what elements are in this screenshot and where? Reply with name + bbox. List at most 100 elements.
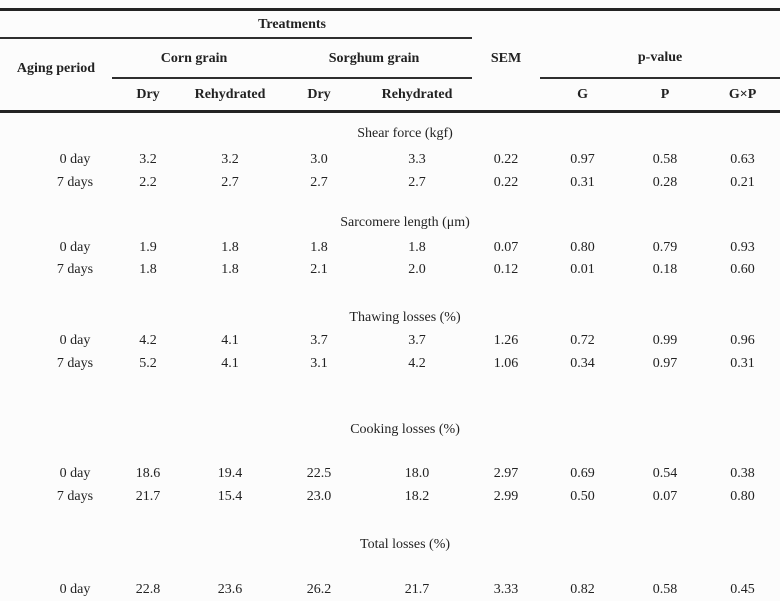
col-header-gxp: G×P	[705, 78, 780, 113]
data-cell: 0.99	[652, 333, 678, 348]
data-cell: 23.6	[217, 582, 243, 597]
data-cell: 0.01	[570, 262, 595, 277]
table-header: Treatments Aging period Corn grain Sorgh…	[0, 9, 780, 113]
row-label: 0 day	[59, 333, 91, 348]
table-body: Shear force (kgf) 0 day 3.2 3.2 3.0 3.3 …	[0, 112, 780, 601]
section-title-row: Cooking losses (%)	[0, 375, 780, 438]
data-cell: 0.72	[570, 333, 595, 348]
results-table: Treatments Aging period Corn grain Sorgh…	[0, 8, 780, 601]
data-cell: 0.79	[652, 239, 678, 255]
data-cell: 0.58	[652, 152, 678, 167]
data-cell: 1.06	[493, 356, 519, 371]
data-cell: 3.7	[310, 333, 328, 348]
data-cell: 3.2	[221, 152, 239, 167]
data-cell: 3.2	[139, 152, 157, 167]
data-cell: 1.8	[408, 239, 426, 255]
data-cell: 3.1	[310, 356, 328, 371]
data-cell: 1.8	[139, 262, 157, 277]
table-row: 7 days 5.2 4.1 3.1 4.2 1.06 0.34 0.97 0.…	[0, 352, 780, 375]
data-cell: 2.1	[310, 262, 328, 277]
header-row-subcolumns: Dry Rehydrated Dry Rehydrated G P G×P	[0, 78, 780, 113]
data-cell: 1.8	[221, 262, 239, 277]
data-cell: 21.7	[135, 489, 161, 504]
header-spacer	[0, 9, 112, 39]
data-cell: 0.80	[730, 489, 755, 504]
p-value-header: p-value	[540, 38, 780, 79]
header-row-treatments: Treatments	[0, 9, 780, 39]
section-title: Thawing losses (%)	[349, 310, 461, 325]
data-cell: 0.97	[652, 356, 678, 371]
section-title: Shear force (kgf)	[357, 126, 453, 141]
data-cell: 0.21	[730, 175, 755, 190]
data-cell: 2.7	[408, 175, 426, 190]
section-title: Total losses (%)	[360, 537, 451, 552]
data-cell: 22.5	[306, 466, 332, 481]
header-spacer	[472, 10, 540, 39]
data-cell: 0.22	[493, 175, 519, 190]
data-cell: 0.96	[730, 333, 755, 348]
data-cell: 3.7	[408, 333, 426, 348]
data-cell: 0.38	[730, 466, 755, 481]
table-row: 0 day 3.2 3.2 3.0 3.3 0.22 0.97 0.58 0.6…	[0, 148, 780, 171]
row-label: 7 days	[56, 356, 94, 371]
data-cell: 0.34	[570, 356, 595, 371]
data-cell: 0.58	[652, 582, 678, 597]
col-header-rehydrated-corn: Rehydrated	[184, 78, 276, 113]
data-cell: 0.31	[570, 175, 595, 190]
data-cell: 0.60	[730, 262, 755, 277]
section-title-row: Shear force (kgf)	[0, 112, 780, 149]
table-row: 0 day 4.2 4.1 3.7 3.7 1.26 0.72 0.99 0.9…	[0, 329, 780, 352]
row-label: 7 days	[56, 262, 94, 277]
data-cell: 4.1	[221, 356, 239, 371]
table-row: 7 days 21.7 15.4 23.0 18.2 2.99 0.50 0.0…	[0, 485, 780, 508]
data-cell: 0.07	[493, 239, 519, 255]
data-cell: 3.0	[310, 152, 328, 167]
data-cell: 0.22	[493, 152, 519, 167]
section-title-row: Total losses (%)	[0, 508, 780, 557]
data-cell: 4.2	[408, 356, 426, 371]
header-spacer	[540, 10, 780, 39]
aging-period-header: Aging period	[0, 38, 112, 113]
data-cell: 1.9	[139, 239, 157, 255]
row-label: 0 day	[59, 239, 91, 255]
section-title: Cooking losses (%)	[350, 422, 460, 437]
table-row: 0 day 22.8 23.6 26.2 21.7 3.33 0.82 0.58…	[0, 557, 780, 601]
sorghum-grain-header: Sorghum grain	[276, 38, 473, 79]
data-cell: 4.2	[139, 333, 157, 348]
data-cell: 19.4	[217, 466, 243, 481]
section-title-row: Sarcomere length (μm)	[0, 194, 780, 236]
header-row-groups: Aging period Corn grain Sorghum grain SE…	[0, 38, 780, 113]
table-row: 0 day 18.6 19.4 22.5 18.0 2.97 0.69 0.54…	[0, 438, 780, 485]
col-header-dry-corn: Dry	[112, 78, 184, 113]
data-cell: 0.31	[730, 356, 755, 371]
col-header-dry-sorghum: Dry	[276, 78, 362, 113]
row-label: 7 days	[56, 175, 94, 190]
data-cell: 1.8	[310, 239, 328, 255]
data-cell: 0.54	[652, 466, 678, 481]
corn-grain-header: Corn grain	[112, 38, 276, 79]
col-header-g: G	[540, 78, 626, 113]
data-cell: 0.82	[570, 582, 595, 597]
data-cell: 3.3	[408, 152, 426, 167]
data-cell: 0.63	[730, 152, 755, 167]
data-cell: 21.7	[404, 582, 430, 597]
row-label: 7 days	[56, 489, 94, 504]
data-cell: 0.93	[730, 239, 755, 255]
row-label: 0 day	[59, 152, 91, 167]
data-cell: 1.26	[493, 333, 519, 348]
data-cell: 0.18	[652, 262, 678, 277]
data-cell: 2.7	[221, 175, 239, 190]
data-cell: 23.0	[306, 489, 332, 504]
data-cell: 0.80	[570, 239, 595, 255]
row-label: 0 day	[59, 466, 91, 481]
data-cell: 5.2	[139, 356, 157, 371]
data-cell: 0.69	[570, 466, 595, 481]
data-cell: 3.33	[493, 582, 519, 597]
treatments-header: Treatments	[112, 9, 473, 39]
sem-header: SEM	[490, 50, 522, 66]
data-cell: 15.4	[217, 489, 243, 504]
data-cell: 18.2	[404, 489, 430, 504]
data-cell: 0.28	[652, 175, 678, 190]
data-cell: 0.12	[493, 262, 519, 277]
